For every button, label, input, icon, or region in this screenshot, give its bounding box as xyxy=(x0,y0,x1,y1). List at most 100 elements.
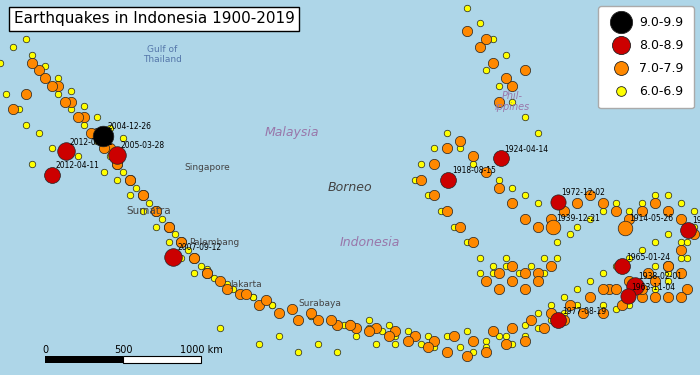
Point xyxy=(487,36,498,42)
Point xyxy=(597,270,608,276)
Point xyxy=(675,294,686,300)
Point xyxy=(494,270,505,276)
Point xyxy=(474,44,485,50)
Text: 2007-09-12: 2007-09-12 xyxy=(177,243,221,252)
Point xyxy=(448,333,459,339)
Text: 2012-04-11: 2012-04-11 xyxy=(69,138,113,147)
Point xyxy=(144,200,155,206)
Point xyxy=(234,291,246,297)
Point xyxy=(390,333,401,339)
Point xyxy=(552,255,563,261)
Text: Singapore: Singapore xyxy=(185,163,230,172)
Text: 1000 km: 1000 km xyxy=(180,345,223,355)
Point xyxy=(494,286,505,292)
Point xyxy=(487,270,498,276)
Point xyxy=(52,75,64,81)
Point xyxy=(519,270,531,276)
Point xyxy=(215,278,226,284)
Point xyxy=(428,344,440,350)
Point xyxy=(584,192,596,198)
Point xyxy=(662,294,673,300)
Point xyxy=(552,199,564,205)
Point xyxy=(416,341,427,347)
Point xyxy=(571,302,582,307)
Point xyxy=(539,255,550,261)
Point xyxy=(461,353,472,359)
Text: Malaysia: Malaysia xyxy=(265,126,319,140)
Point xyxy=(681,286,692,292)
Point xyxy=(20,122,32,128)
Point xyxy=(118,135,129,141)
Point xyxy=(623,302,634,307)
Point xyxy=(325,317,336,323)
Point xyxy=(241,291,252,297)
Point xyxy=(480,169,491,175)
Point xyxy=(428,192,440,198)
Text: Earthquakes in Indonesia 1900-2019: Earthquakes in Indonesia 1900-2019 xyxy=(14,11,295,26)
Text: 0: 0 xyxy=(42,345,48,355)
Point xyxy=(675,255,686,261)
Point xyxy=(617,302,628,307)
Point xyxy=(675,216,686,222)
Point xyxy=(183,247,194,253)
Point xyxy=(533,325,544,331)
Point xyxy=(643,270,654,276)
Point xyxy=(260,297,272,303)
Bar xyxy=(123,356,201,363)
Point xyxy=(610,200,622,206)
Point xyxy=(454,138,466,144)
Point xyxy=(468,239,479,245)
Point xyxy=(474,270,485,276)
Point xyxy=(649,294,660,300)
Point xyxy=(474,255,485,261)
Point xyxy=(98,133,109,139)
Point xyxy=(547,224,559,230)
Point xyxy=(8,106,19,112)
Point xyxy=(468,349,479,355)
Point xyxy=(422,344,433,350)
Point xyxy=(402,328,414,334)
Point xyxy=(168,254,179,260)
Point xyxy=(468,338,479,344)
Point xyxy=(364,325,375,331)
Point xyxy=(533,278,544,284)
Point xyxy=(500,333,511,339)
Text: 2012-04-11: 2012-04-11 xyxy=(56,161,99,170)
Point xyxy=(27,52,38,58)
Point xyxy=(683,227,694,233)
Point xyxy=(442,349,453,355)
Point xyxy=(46,146,57,152)
Point xyxy=(545,302,557,307)
Point xyxy=(176,239,187,245)
Point xyxy=(124,177,135,183)
Point xyxy=(150,208,161,214)
Point xyxy=(461,28,472,34)
Point xyxy=(662,278,673,284)
Text: 1972-12-02: 1972-12-02 xyxy=(561,188,605,197)
Point xyxy=(325,317,336,323)
Point xyxy=(480,338,491,344)
Legend: 9.0-9.9, 8.0-8.9, 7.0-7.9, 6.0-6.9: 9.0-9.9, 8.0-8.9, 7.0-7.9, 6.0-6.9 xyxy=(598,6,694,108)
Point xyxy=(20,91,32,97)
Point xyxy=(519,114,531,120)
Point xyxy=(480,68,491,74)
Point xyxy=(416,161,427,167)
Text: 1938-02-01: 1938-02-01 xyxy=(638,272,682,281)
Point xyxy=(137,192,148,198)
Point xyxy=(454,344,466,350)
Text: Palembang: Palembang xyxy=(189,238,239,247)
Point xyxy=(428,338,440,344)
Point xyxy=(584,294,596,300)
Point xyxy=(662,231,673,237)
Point xyxy=(571,200,582,206)
Point xyxy=(461,328,472,334)
Point xyxy=(104,153,116,159)
Point xyxy=(578,309,589,315)
Point xyxy=(312,317,323,323)
Point xyxy=(494,83,505,89)
Point xyxy=(202,266,213,272)
Point xyxy=(480,169,491,175)
Point xyxy=(636,208,648,214)
Text: 1963-11-04: 1963-11-04 xyxy=(631,283,675,292)
Point xyxy=(137,208,148,214)
